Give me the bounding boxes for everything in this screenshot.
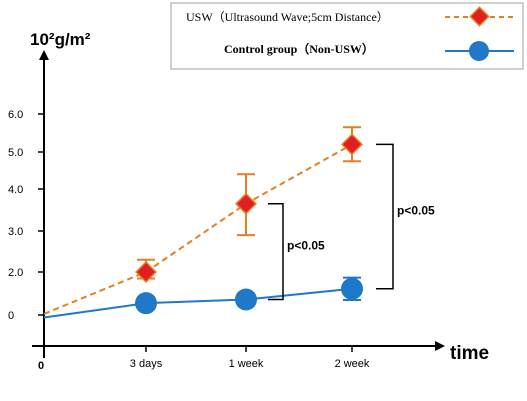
x-axis-label: time [450,343,489,364]
significance-bracket: p<0.05 [268,202,325,301]
data-point [341,133,363,156]
origin-label: 0 [38,360,44,372]
legend-label-usw: USW（Ultrasound Wave;5cm Distance） [186,10,389,24]
y-tick-label: 4.0 [8,184,23,196]
y-tick-label: 3.0 [8,226,23,238]
series-line [43,143,353,315]
x-ticks: 3 days 1 week 2 week [130,346,370,370]
data-point [135,292,157,315]
x-tick-label: 2 week [335,358,370,370]
y-tick-label: 2.0 [8,267,23,279]
data-point [235,192,257,215]
axes [32,50,445,358]
x-tick-label: 1 week [229,358,264,370]
legend-box [170,2,524,70]
y-axis-label: 10²g/m² [30,30,91,49]
x-tick-label: 3 days [130,358,163,370]
annotations: p<0.05 p<0.05 [268,143,435,301]
series-layer [43,126,363,319]
y-ticks: 0 2.0 3.0 4.0 5.0 6.0 [8,109,44,322]
series-usw [43,126,363,315]
y-tick-label: 0 [8,310,14,322]
legend: USW（Ultrasound Wave;5cm Distance） Contro… [170,2,524,70]
data-point [341,277,363,300]
significance-label: p<0.05 [287,239,325,253]
significance-label: p<0.05 [397,204,435,218]
significance-bracket: p<0.05 [376,143,435,290]
data-point [135,261,157,283]
legend-label-control: Control group（Non-USW） [224,41,374,56]
data-point [235,288,257,311]
legend-marker-usw [469,6,490,27]
series-line [43,287,353,319]
y-tick-label: 6.0 [8,109,23,121]
legend-marker-control [469,41,489,61]
y-tick-label: 5.0 [8,147,23,159]
series-control [43,276,363,319]
